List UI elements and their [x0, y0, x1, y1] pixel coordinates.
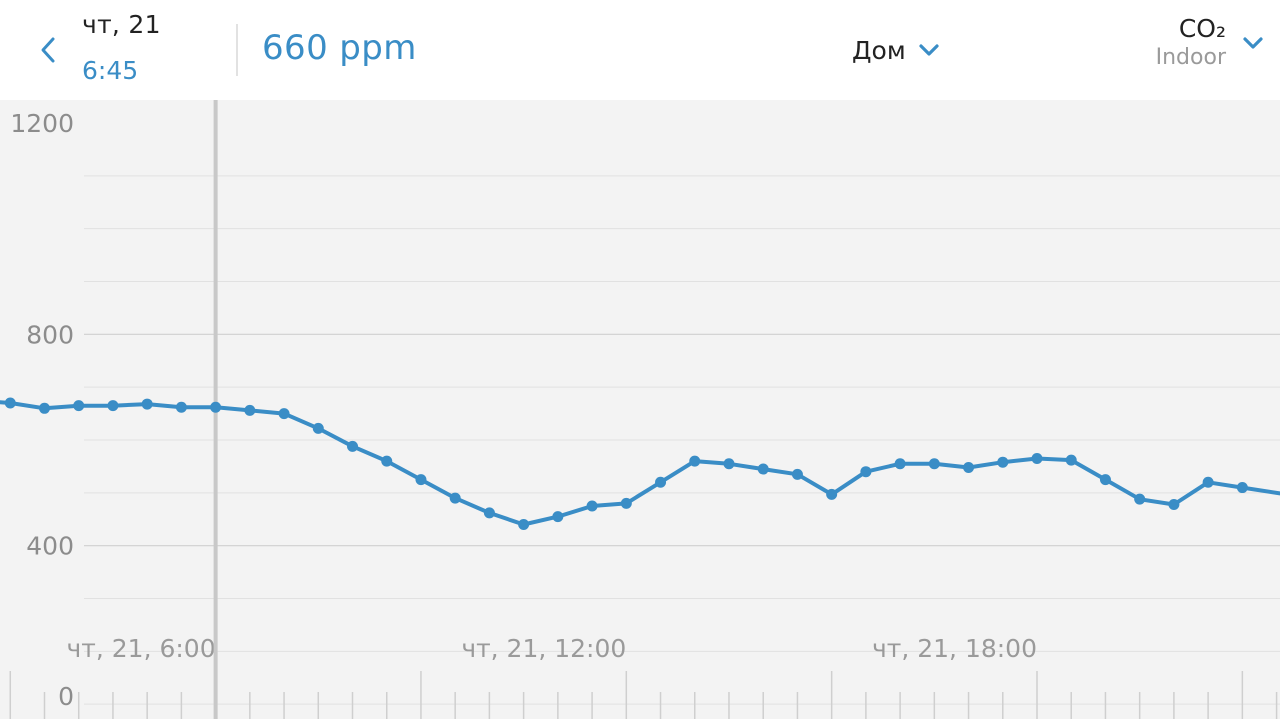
chevron-down-icon	[1243, 37, 1263, 49]
data-point	[1065, 454, 1077, 466]
series-line	[0, 400, 1280, 527]
data-point	[1031, 452, 1043, 464]
data-point	[1168, 498, 1180, 510]
data-point	[757, 463, 769, 475]
data-point	[826, 488, 838, 500]
data-point	[860, 466, 872, 478]
x-tick-label: чт, 21, 12:00	[461, 634, 626, 663]
data-point	[894, 458, 906, 470]
data-point	[73, 400, 85, 412]
metric-text: CO₂ Indoor	[1156, 14, 1226, 72]
data-point	[449, 492, 461, 504]
y-tick-label: 400	[26, 532, 74, 561]
data-point	[689, 455, 701, 467]
metric-label: CO₂	[1178, 14, 1226, 43]
metric-selector[interactable]: CO₂ Indoor	[1156, 14, 1264, 72]
data-point	[4, 397, 16, 409]
data-point	[1236, 482, 1248, 494]
data-point	[347, 440, 359, 452]
x-tick-label: чт, 21, 6:00	[67, 634, 216, 663]
chart-area[interactable]: 0 400 800 1200 чт, 21, 6:00 чт, 21, 12:00 чт,…	[0, 100, 1280, 719]
data-point	[655, 476, 667, 488]
data-point	[483, 507, 495, 519]
data-point	[620, 497, 632, 509]
co2-line-chart[interactable]: 0 400 800 1200 чт, 21, 6:00 чт, 21, 12:00 чт,…	[0, 100, 1280, 719]
location-selector[interactable]: Дом	[852, 32, 940, 68]
data-point	[278, 408, 290, 420]
back-button[interactable]	[30, 32, 66, 68]
data-point	[38, 402, 50, 414]
data-point	[518, 519, 530, 531]
data-point	[312, 422, 324, 434]
data-point	[210, 401, 222, 413]
chevron-down-icon	[919, 44, 939, 56]
y-tick-label: 0	[58, 682, 74, 711]
data-point	[963, 461, 975, 473]
header-bar: чт, 21 6:45 660 ppm Дом CO₂ Indoor	[0, 0, 1280, 100]
current-reading: 660 ppm	[262, 28, 417, 68]
data-point	[244, 404, 256, 416]
data-point	[997, 456, 1009, 468]
data-point	[791, 468, 803, 480]
data-point	[1202, 476, 1214, 488]
data-point	[586, 500, 598, 512]
data-point	[415, 474, 427, 486]
data-point	[381, 455, 393, 467]
data-point	[107, 400, 119, 412]
time-label: 6:45	[82, 56, 139, 85]
location-label: Дом	[852, 35, 906, 65]
data-point	[552, 511, 564, 523]
data-point	[175, 401, 187, 413]
date-label: чт, 21	[82, 10, 161, 39]
data-point	[723, 458, 735, 470]
data-point	[1134, 493, 1146, 505]
y-tick-label: 1200	[10, 109, 74, 138]
header-divider	[236, 24, 238, 76]
data-point	[141, 398, 153, 410]
data-point	[1099, 474, 1111, 486]
x-tick-label: чт, 21, 18:00	[872, 634, 1037, 663]
data-point	[928, 458, 940, 470]
y-tick-label: 800	[26, 320, 74, 349]
chevron-left-icon	[41, 37, 55, 63]
metric-sublabel: Indoor	[1155, 45, 1226, 70]
